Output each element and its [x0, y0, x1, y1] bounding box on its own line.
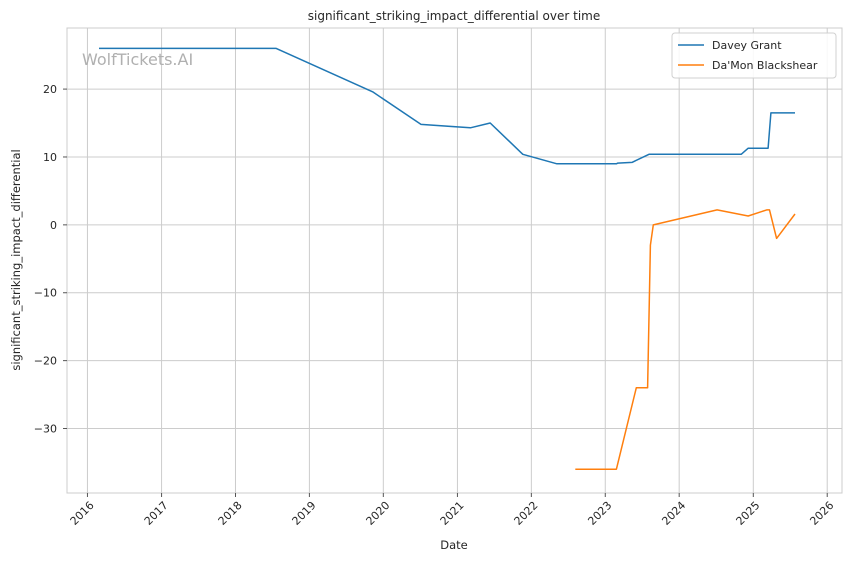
- y-axis: −30 −20 −10 0 10 20: [34, 83, 67, 436]
- grid: [67, 28, 842, 493]
- y-tick-label: −20: [34, 355, 57, 368]
- y-tick-label: −10: [34, 287, 57, 300]
- x-axis-label: Date: [440, 538, 468, 552]
- plot-area: [66, 27, 843, 494]
- chart-title: significant_striking_impact_differential…: [308, 9, 600, 23]
- y-tick-label: 20: [43, 83, 57, 96]
- series-line-0: [99, 47, 795, 165]
- legend-label-davey-grant: Davey Grant: [712, 39, 782, 52]
- y-tick-label: 10: [43, 151, 57, 164]
- legend-box: [671, 32, 837, 79]
- series-line-1: [575, 209, 796, 470]
- y-tick-label: 0: [50, 219, 57, 232]
- y-axis-label: significant_striking_impact_differential: [9, 149, 23, 370]
- legend-label-damon-blackshear: Da'Mon Blackshear: [712, 59, 818, 72]
- watermark: WolfTickets.AI: [82, 50, 193, 69]
- series-layer: [99, 47, 796, 470]
- legend: Davey Grant Da'Mon Blackshear: [671, 32, 837, 79]
- y-tick-label: −30: [34, 423, 57, 436]
